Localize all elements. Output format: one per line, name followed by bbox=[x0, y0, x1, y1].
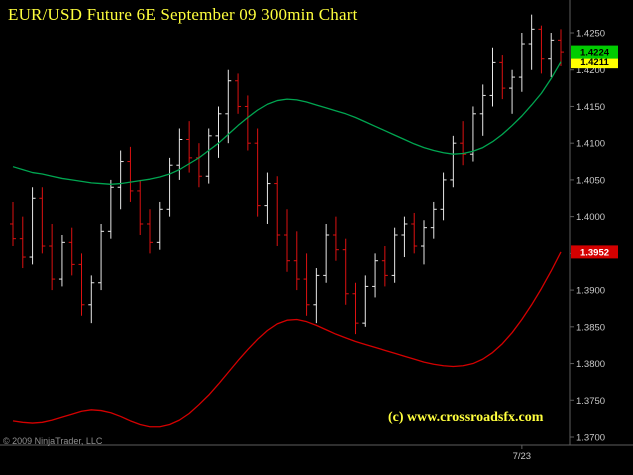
y-axis-label: 1.3850 bbox=[576, 322, 605, 333]
y-axis-label: 1.4050 bbox=[576, 175, 605, 186]
x-axis-label: 7/23 bbox=[513, 451, 532, 462]
y-axis-label: 1.4100 bbox=[576, 139, 605, 150]
last-price-marker bbox=[571, 45, 618, 59]
y-axis-label: 1.4250 bbox=[576, 29, 605, 40]
ma-red-value-marker bbox=[571, 245, 618, 259]
y-axis-label: 1.4000 bbox=[576, 212, 605, 223]
ma-red-line bbox=[12, 251, 562, 428]
y-axis-label: 1.3700 bbox=[576, 433, 605, 444]
ma-green-value-marker-label: 1.4211 bbox=[580, 57, 609, 68]
ma-green-line bbox=[12, 61, 562, 185]
ninjatrader-copyright: © 2009 NinjaTrader, LLC bbox=[3, 436, 103, 446]
watermark: (c) www.crossroadsfx.com bbox=[388, 410, 544, 425]
y-axis-label: 1.3750 bbox=[576, 396, 605, 407]
y-axis-label: 1.3800 bbox=[576, 359, 605, 370]
y-axis-label: 1.4150 bbox=[576, 102, 605, 113]
ma-red-value-marker-label: 1.3952 bbox=[580, 247, 609, 258]
y-axis-label: 1.3900 bbox=[576, 286, 605, 297]
chart-title: EUR/USD Future 6E September 09 300min Ch… bbox=[8, 5, 358, 24]
y-axis-label: 1.4200 bbox=[576, 65, 605, 76]
last-price-marker-label: 1.4224 bbox=[580, 48, 610, 59]
